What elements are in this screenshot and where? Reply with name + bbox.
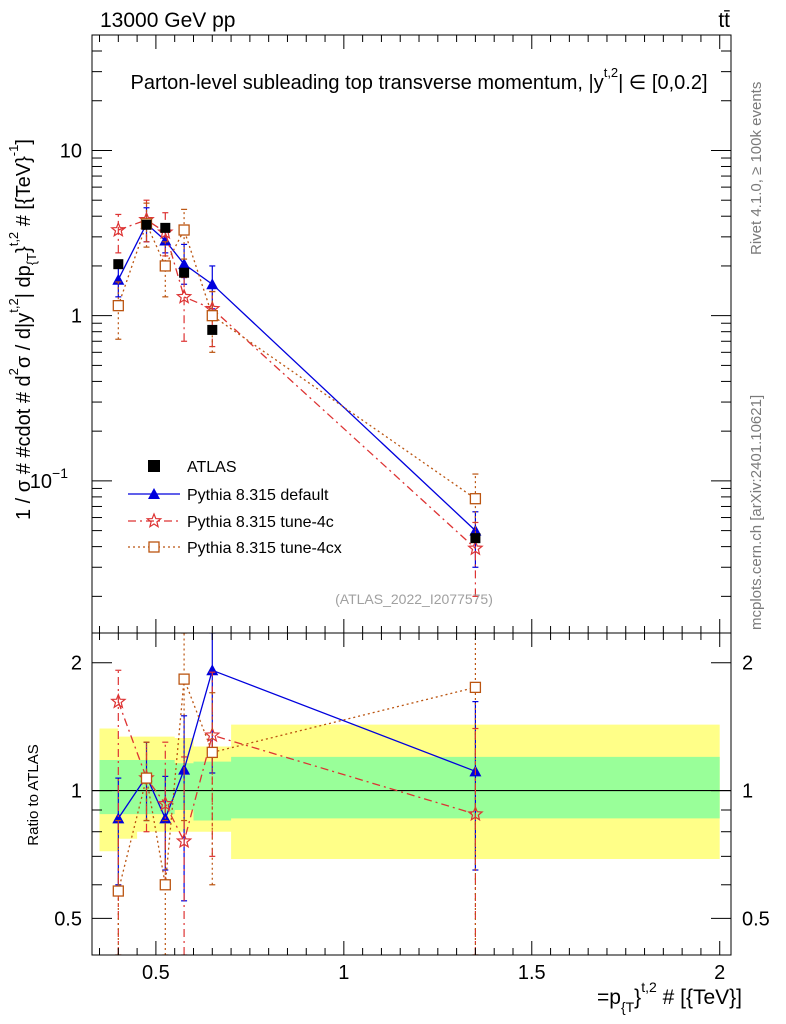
ratio-bands [92,724,731,859]
legend-label-tune4cx: Pythia 8.315 tune-4cx [187,540,342,557]
x-tick-label: 2 [714,962,725,984]
ratio-point-3 [178,673,190,685]
ratio-point-3 [159,879,171,891]
ratio-axes: 0.5 1 1.5 2 0.5 0.5 1 1 2 2 [54,633,770,984]
analysis-label: (ATLAS_2022_I2077575) [335,591,493,607]
legend-label-atlas: ATLAS [187,459,237,476]
atlas-data-point [179,267,190,278]
ratio-panel: 0.5 1 1.5 2 0.5 0.5 1 1 2 2 Ratio to ATLAS [25,632,770,984]
atlas-data-point [141,219,152,230]
legend-marker-tune4c [145,512,163,529]
data-point-3 [112,299,124,312]
data-point-3 [469,493,482,505]
series-line-3 [117,222,476,500]
legend-label-tune4c: Pythia 8.315 tune-4c [187,514,334,531]
y-tick-label: 1 [71,306,82,328]
ratio-tick-label: 2 [71,653,82,675]
x-tick-label: 1 [338,962,349,984]
legend-label-default: Pythia 8.315 default [187,487,329,504]
data-point-2 [110,221,127,238]
data-point-3 [159,260,171,272]
legend-entry-atlas: ATLAS [148,459,237,476]
data-point-1 [159,234,172,246]
atlas-data-point [160,222,171,233]
series-line-1 [117,222,476,532]
ratio-line-3 [117,678,476,892]
main-axes: 10−1 1 10 [30,34,731,633]
legend-marker-default [148,488,160,499]
legend-entry-tune4cx: Pythia 8.315 tune-4cx [128,540,342,557]
ratio-point-2 [157,795,174,811]
ratio-frame [91,632,732,956]
main-plot-area [110,199,484,597]
ratio-point-3 [469,681,482,694]
ratio-plot-area [110,633,484,955]
data-point-2 [175,288,193,304]
y-tick-label: 10−1 [30,465,68,493]
ratio-point-3 [140,772,153,784]
energy-label: 13000 GeV pp [100,9,235,32]
y-tick-label: 10 [60,140,82,162]
legend: ATLAS Pythia 8.315 default Pythia 8.315 … [128,459,342,557]
ratio-tick-label: 1 [71,781,82,803]
process-label: tt̄ [718,9,730,32]
ratio-tick-label-right: 0.5 [742,908,770,930]
rivet-label: Rivet 4.1.0, ≥ 100k events [748,82,765,255]
legend-marker-tune4cx [148,541,160,553]
main-panel: 10−1 1 10 Parton-level subleading top tran… [6,34,732,634]
ratio-point-2 [467,805,484,822]
atlas-data-point [113,259,124,270]
y-axis-label: 1 / σ # #cdot # d2σ / d|yt,2| dp{T}t,2 #… [6,139,39,520]
ratio-line-2 [117,701,476,844]
atlas-data-point [470,533,481,544]
x-tick-label: 0.5 [142,962,170,984]
ratio-y-axis-label: Ratio to ATLAS [25,744,42,845]
legend-entry-tune4c: Pythia 8.315 tune-4c [128,512,334,531]
ratio-tick-label-right: 2 [742,653,753,675]
atlas-data-point [207,324,218,335]
data-point-2 [156,223,174,240]
x-axis-label: =p{T}t,2 # [{TeV}] [597,979,742,1015]
data-point-3 [178,224,190,236]
ratio-point-3 [112,885,124,897]
ratio-point-2 [110,692,127,709]
legend-marker-atlas [148,460,160,472]
data-point-1 [206,278,219,290]
ratio-band-inner [99,756,720,821]
data-point-2 [467,539,484,556]
mcplots-label: mcplots.cern.ch [arXiv:2401.10621] [748,395,765,630]
ratio-tick-label-right: 1 [742,781,753,803]
data-point-1 [178,258,191,270]
ratio-point-3 [206,746,218,759]
legend-entry-default: Pythia 8.315 default [128,487,329,504]
data-point-3 [206,310,218,322]
ratio-tick-label: 0.5 [54,908,82,930]
ratio-point-2 [175,832,193,849]
chart-title: Parton-level subleading top transverse m… [131,65,708,94]
x-tick-label: 1.5 [518,962,546,984]
